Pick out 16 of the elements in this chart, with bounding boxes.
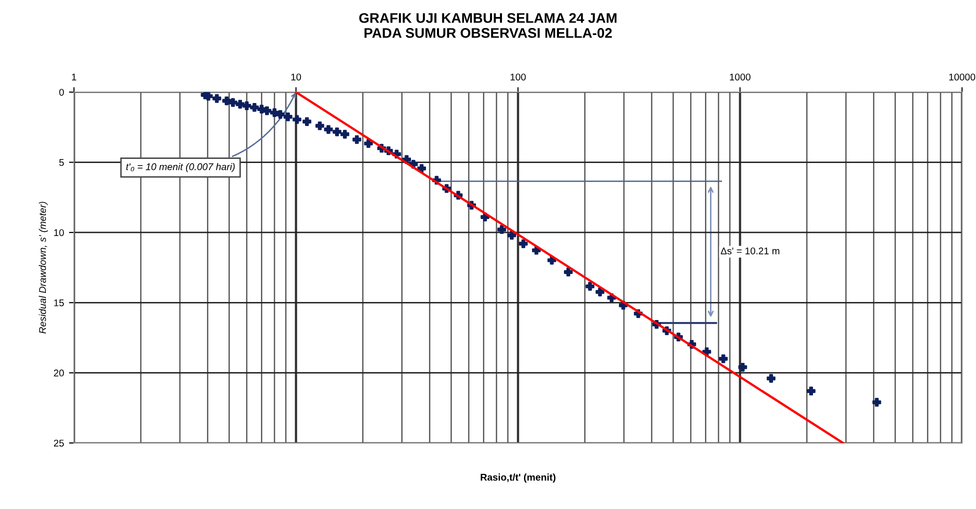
- x-tick-label: 1: [72, 74, 76, 80]
- y-axis-title: Residual Drawdown, s' (meter): [38, 202, 48, 334]
- annotation: t'₀ = 10 menit (0.007 hari): [126, 163, 235, 172]
- x-tick-label: 100: [510, 74, 526, 80]
- y-tick-label: 0: [59, 88, 64, 96]
- annotation: Δs' = 10.21 m: [720, 247, 780, 254]
- chart-title: GRAFIK UJI KAMBUH SELAMA 24 JAM PADA SUMUR OBSERVASI MELLA-02: [359, 13, 616, 38]
- y-tick-label: 25: [54, 440, 64, 447]
- x-tick-label: 1000: [730, 74, 750, 80]
- y-tick-label: 5: [59, 159, 64, 166]
- y-tick-label: 10: [54, 229, 64, 236]
- x-axis-title: Rasio,t/t' (menit): [480, 474, 556, 483]
- x-tick-label: 10: [291, 74, 302, 80]
- y-tick-label: 20: [54, 370, 64, 376]
- x-tick-label: 10000: [949, 74, 976, 80]
- y-tick-label: 15: [54, 299, 64, 306]
